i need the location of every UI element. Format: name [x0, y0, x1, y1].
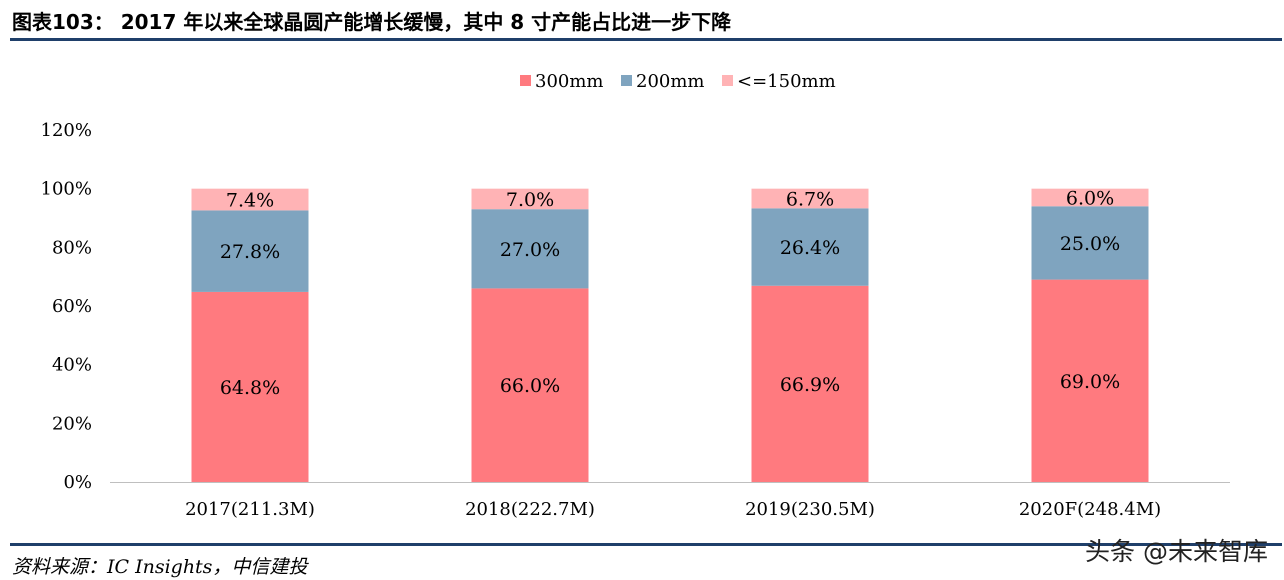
y-tick-label: 60%: [52, 296, 92, 317]
page-title: 图表103： 2017 年以来全球晶圆产能增长缓慢，其中 8 寸产能占比进一步下…: [12, 10, 732, 34]
legend-swatch-3: [722, 75, 733, 86]
data-label: 26.4%: [780, 237, 840, 259]
data-label: 7.4%: [226, 190, 274, 212]
bar-segment-300mm-4: [1031, 279, 1149, 482]
data-label: 25.0%: [1060, 233, 1120, 255]
y-tick-label: 80%: [52, 237, 92, 258]
y-tick-label: 0%: [63, 472, 92, 493]
source-divider: [10, 543, 1282, 546]
watermark: 头条 @未来智库: [1085, 537, 1268, 566]
y-tick-label: 100%: [41, 179, 92, 200]
bar-area: 64.8% 27.8% 7.4% 66.0% 27.0% 7.0% 66.9% 26.4% 6.…: [191, 187, 1149, 482]
source-note: 资料来源：IC Insights，中信建投: [12, 556, 308, 578]
x-tick-label: 2017(211.3M): [185, 499, 315, 520]
data-label: 6.0%: [1066, 187, 1114, 209]
legend-swatch-2: [621, 75, 632, 86]
data-label: 66.0%: [500, 375, 560, 397]
title-divider: [10, 38, 1282, 41]
legend-label-2: 200mm: [636, 71, 705, 92]
stacked-bar-chart: 300mm 200mm <=150mm 0% 20% 40% 60% 80% 100% 120%…: [41, 71, 1230, 520]
bar-segment-150mm-2: [471, 188, 589, 210]
legend-label-3: <=150mm: [737, 71, 836, 92]
data-label: 66.9%: [780, 374, 840, 396]
bar-segment-300mm-3: [751, 285, 869, 482]
x-tick-label: 2019(230.5M): [745, 499, 875, 520]
legend-label-1: 300mm: [535, 71, 604, 92]
bar-segment-150mm-1: [191, 188, 309, 211]
bar-segment-300mm-1: [191, 291, 309, 482]
data-label: 6.7%: [786, 188, 834, 210]
x-tick-label: 2018(222.7M): [465, 499, 595, 520]
bar-segment-200mm-1: [191, 210, 309, 292]
bar-segment-150mm-3: [751, 188, 869, 209]
chart-legend: 300mm 200mm <=150mm: [520, 71, 836, 92]
y-tick-label: 120%: [41, 120, 92, 141]
legend-swatch-1: [520, 75, 531, 86]
bar-segment-200mm-2: [471, 209, 589, 289]
bar-segment-150mm-4: [1031, 188, 1149, 207]
x-axis: 2017(211.3M) 2018(222.7M) 2019(230.5M) 2020…: [110, 482, 1230, 520]
data-label: 27.8%: [220, 241, 280, 263]
bar-segment-200mm-4: [1031, 206, 1149, 280]
y-axis: 0% 20% 40% 60% 80% 100% 120%: [41, 120, 92, 493]
x-tick-label: 2020F(248.4M): [1019, 499, 1161, 520]
data-label: 64.8%: [220, 377, 280, 399]
data-label: 7.0%: [506, 189, 554, 211]
bar-segment-300mm-2: [471, 288, 589, 482]
y-tick-label: 40%: [52, 355, 92, 376]
bar-segment-200mm-3: [751, 208, 869, 286]
data-label: 27.0%: [500, 239, 560, 261]
data-label: 69.0%: [1060, 371, 1120, 393]
y-tick-label: 20%: [52, 413, 92, 434]
